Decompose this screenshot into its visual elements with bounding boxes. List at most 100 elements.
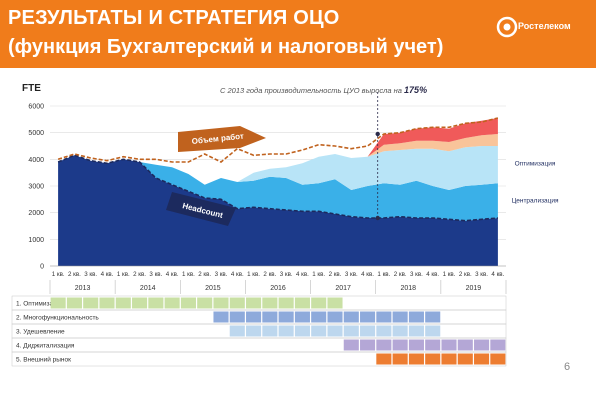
y-tick-label: 4000 xyxy=(28,157,44,164)
stage-cell xyxy=(392,311,408,323)
annotation-value: 175% xyxy=(404,85,427,95)
chart-area: FTE 0 1000 2000 3000 4000 5000 6000 С 2013 года … xyxy=(11,83,561,367)
page-title-line2: (функция Бухгалтерский и налоговый учет) xyxy=(8,36,444,58)
y-tick-label: 0 xyxy=(40,264,44,271)
stage-cell xyxy=(425,353,441,365)
stage-cell xyxy=(360,339,376,351)
year-label: 2016 xyxy=(270,285,286,292)
stage-cell xyxy=(474,353,490,365)
stage-cell xyxy=(229,325,245,337)
annotation-text: С 2013 года производительность ЦУО вырос… xyxy=(220,85,427,95)
stage-cell xyxy=(229,297,245,309)
x-tick-label: 3 кв. xyxy=(410,271,423,278)
x-tick-label: 3 кв. xyxy=(84,271,97,278)
stage-cell xyxy=(441,353,457,365)
stage-cell xyxy=(327,297,343,309)
stage-cell xyxy=(343,325,359,337)
x-tick-label: 1 кв. xyxy=(182,271,195,278)
stage-cell xyxy=(294,311,310,323)
stage-cell xyxy=(343,339,359,351)
stage-label: 3. Удешевление xyxy=(16,329,65,336)
legend-label: Новые клиенты xyxy=(509,120,561,127)
stage-cell xyxy=(457,353,473,365)
rostelecom-logo-icon xyxy=(496,16,518,38)
area-3 xyxy=(58,134,498,185)
stage-cell xyxy=(490,353,506,365)
stage-label: 2. Многофункциональность xyxy=(16,315,99,322)
stage-cell xyxy=(376,353,392,365)
x-tick-label: 1 кв. xyxy=(443,271,456,278)
area-2 xyxy=(58,146,498,190)
stage-cell xyxy=(180,297,196,309)
y-tick-label: 5000 xyxy=(28,130,44,137)
x-tick-label: 3 кв. xyxy=(149,271,162,278)
stage-cell xyxy=(490,339,506,351)
stage-cell xyxy=(262,297,278,309)
x-tick-label: 4 кв. xyxy=(166,271,179,278)
stage-cell xyxy=(246,311,262,323)
x-tick-label: 3 кв. xyxy=(475,271,488,278)
stage-cell xyxy=(213,297,229,309)
headcount-line xyxy=(57,154,498,222)
stage-cell xyxy=(311,325,327,337)
stage-cell xyxy=(425,325,441,337)
stage-cell xyxy=(278,297,294,309)
stage-cell xyxy=(327,325,343,337)
stage-cell xyxy=(360,325,376,337)
stage-cell xyxy=(457,339,473,351)
year-label: 2014 xyxy=(140,285,156,292)
stage-cell xyxy=(294,325,310,337)
year-label: 2013 xyxy=(75,285,91,292)
stage-row xyxy=(11,351,507,367)
header-bar xyxy=(0,0,596,68)
stage-cell xyxy=(164,297,180,309)
x-tick-label: 1 кв. xyxy=(247,271,260,278)
y-tick-label: 2000 xyxy=(28,210,44,217)
x-tick-label: 3 кв. xyxy=(345,271,358,278)
stage-cell xyxy=(425,311,441,323)
stage-label: 1. Оптимизация xyxy=(16,301,64,308)
stage-cell xyxy=(278,311,294,323)
x-tick-label: 3 кв. xyxy=(280,271,293,278)
stage-label: 5. Внешний рынок xyxy=(16,356,71,364)
x-tick-label: 4 кв. xyxy=(231,271,244,278)
stage-cell xyxy=(392,325,408,337)
x-tick-label: 2 кв. xyxy=(459,271,472,278)
stage-cell xyxy=(408,325,424,337)
stage-cell xyxy=(229,311,245,323)
y-tick-label: 3000 xyxy=(28,184,44,191)
annotation-dot-top xyxy=(375,131,380,137)
x-tick-label: 4 кв. xyxy=(101,271,114,278)
y-tick-label: 6000 xyxy=(28,104,44,111)
stage-cell xyxy=(262,311,278,323)
stage-cell xyxy=(408,353,424,365)
stage-cell xyxy=(441,339,457,351)
headcount-callout-shape xyxy=(166,192,236,226)
x-tick-label: 4 кв. xyxy=(361,271,374,278)
page-number: 6 xyxy=(564,361,571,373)
legend-label: Оптимизация xyxy=(515,160,556,167)
stage-cell xyxy=(132,297,148,309)
stage-cell xyxy=(376,339,392,351)
x-tick-label: 2 кв. xyxy=(329,271,342,278)
stage-cell xyxy=(246,325,262,337)
legend-label: Новые функции xyxy=(509,134,561,141)
stage-cell xyxy=(474,339,490,351)
stage-cell xyxy=(115,297,131,309)
stage-cell xyxy=(197,297,213,309)
year-label: 2017 xyxy=(335,285,351,292)
y-tick-label: 1000 xyxy=(28,237,44,244)
stage-cell xyxy=(343,311,359,323)
year-label: 2015 xyxy=(205,285,221,292)
stage-cell xyxy=(278,325,294,337)
x-tick-label: 4 кв. xyxy=(296,271,309,278)
x-tick-label: 1 кв. xyxy=(52,271,65,278)
stage-cell xyxy=(376,311,392,323)
stage-cell xyxy=(99,297,115,309)
x-tick-label: 2 кв. xyxy=(394,271,407,278)
x-tick-label: 2 кв. xyxy=(133,271,146,278)
stage-cell xyxy=(392,353,408,365)
x-tick-label: 1 кв. xyxy=(117,271,130,278)
stage-cell xyxy=(213,311,229,323)
x-tick-label: 2 кв. xyxy=(263,271,276,278)
